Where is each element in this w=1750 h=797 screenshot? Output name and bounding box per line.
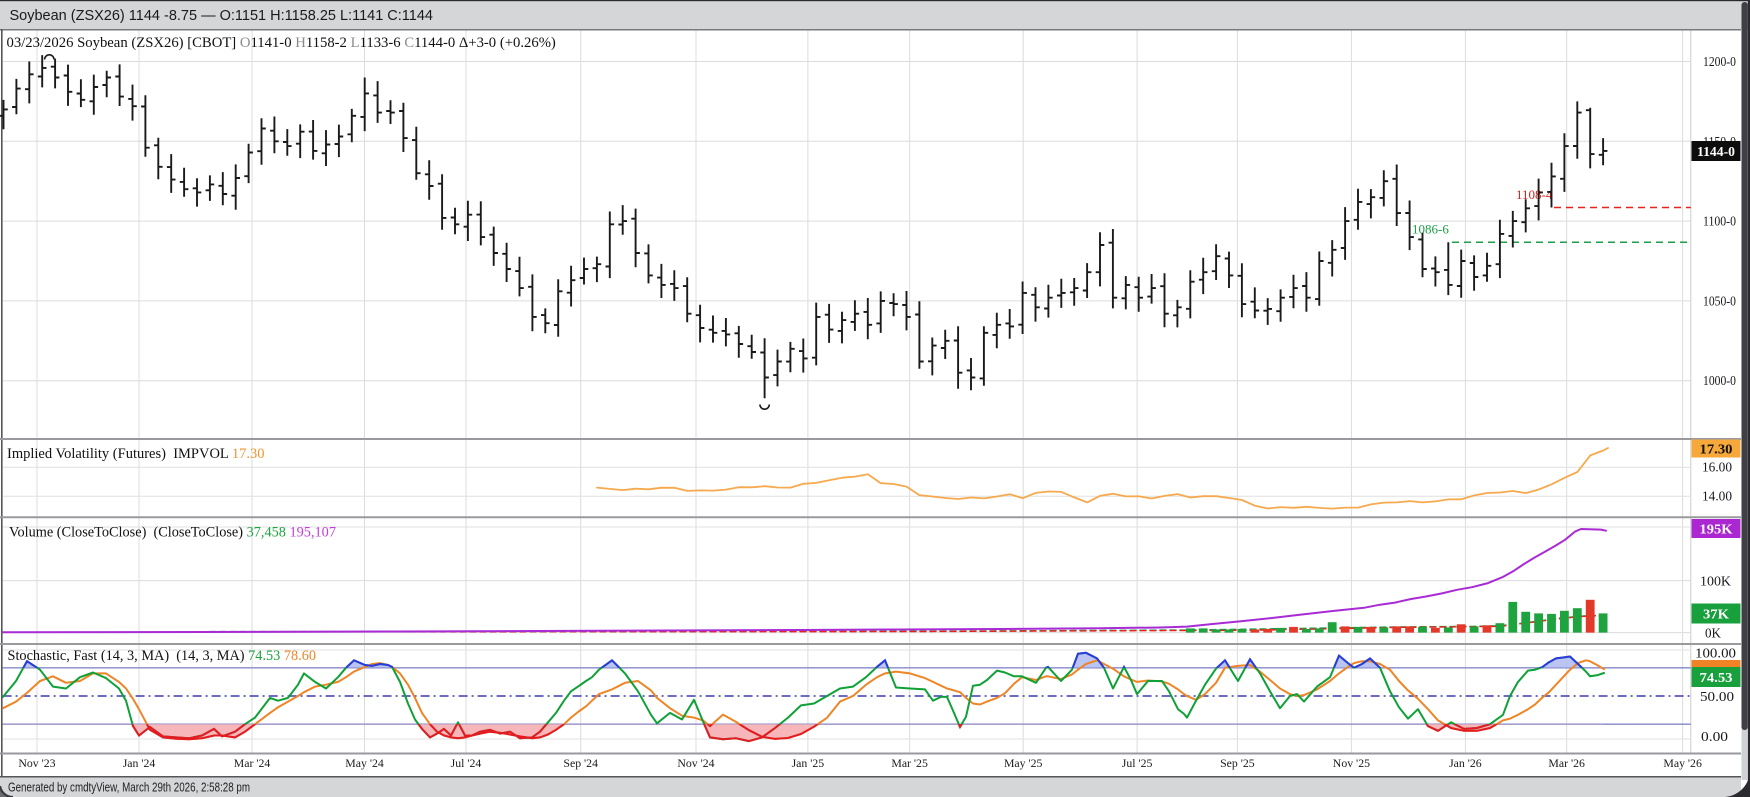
svg-text:Soybean (ZSX26) 1144 -8.75 — O: Soybean (ZSX26) 1144 -8.75 — O:1151 H:11…	[10, 8, 433, 24]
svg-text:Mar '24: Mar '24	[234, 756, 271, 770]
svg-text:1144-0: 1144-0	[1697, 144, 1735, 159]
svg-text:17.30: 17.30	[1700, 442, 1733, 457]
svg-text:Jan '24: Jan '24	[123, 756, 156, 770]
svg-text:Jan '25: Jan '25	[792, 756, 825, 770]
svg-text:Mar '25: Mar '25	[891, 756, 928, 770]
svg-text:1086-6: 1086-6	[1412, 222, 1449, 237]
svg-text:1108-4: 1108-4	[1516, 187, 1553, 202]
svg-text:Sep '25: Sep '25	[1220, 756, 1255, 770]
svg-text:Implied Volatility (Futures): Implied Volatility (Futures) IMPVOL 17.3…	[7, 446, 265, 462]
svg-text:1200-0: 1200-0	[1703, 54, 1736, 69]
svg-text:May '26: May '26	[1663, 756, 1702, 770]
svg-text:Nov '24: Nov '24	[677, 756, 714, 770]
svg-text:Generated by cmdtyView, March: Generated by cmdtyView, March 29th 2026,…	[8, 781, 250, 795]
svg-text:14.00: 14.00	[1702, 489, 1732, 504]
svg-text:1050-0: 1050-0	[1703, 293, 1736, 308]
svg-text:0K: 0K	[1705, 626, 1721, 641]
svg-text:Stochastic, Fast (14, 3, MA): Stochastic, Fast (14, 3, MA) (14, 3, MA)…	[8, 648, 317, 664]
svg-text:37K: 37K	[1703, 607, 1730, 622]
svg-text:Mar '26: Mar '26	[1548, 756, 1585, 770]
svg-text:May '24: May '24	[345, 756, 384, 770]
svg-text:1000-0: 1000-0	[1703, 373, 1736, 388]
svg-text:Nov '23: Nov '23	[18, 756, 55, 770]
svg-text:1100-0: 1100-0	[1703, 214, 1736, 229]
svg-text:100K: 100K	[1700, 574, 1731, 589]
svg-text:195K: 195K	[1700, 522, 1734, 537]
svg-text:0.00: 0.00	[1701, 729, 1728, 744]
svg-text:Nov '25: Nov '25	[1333, 756, 1370, 770]
svg-text:Jan '26: Jan '26	[1449, 756, 1482, 770]
svg-text:03/23/2026 Soybean (ZSX26) [CB: 03/23/2026 Soybean (ZSX26) [CBOT] O1141-…	[7, 35, 556, 51]
svg-text:May '25: May '25	[1004, 756, 1043, 770]
svg-text:16.00: 16.00	[1702, 460, 1732, 475]
svg-text:50.00: 50.00	[1700, 689, 1734, 704]
svg-text:Jul '25: Jul '25	[1122, 756, 1153, 770]
svg-text:Sep '24: Sep '24	[563, 756, 598, 770]
svg-text:Jul '24: Jul '24	[451, 756, 482, 770]
svg-text:74.53: 74.53	[1700, 670, 1733, 685]
svg-text:Volume (CloseToClose) (CloseT: Volume (CloseToClose) (CloseToClose) 37,…	[9, 525, 336, 541]
svg-text:100.00: 100.00	[1695, 646, 1736, 661]
